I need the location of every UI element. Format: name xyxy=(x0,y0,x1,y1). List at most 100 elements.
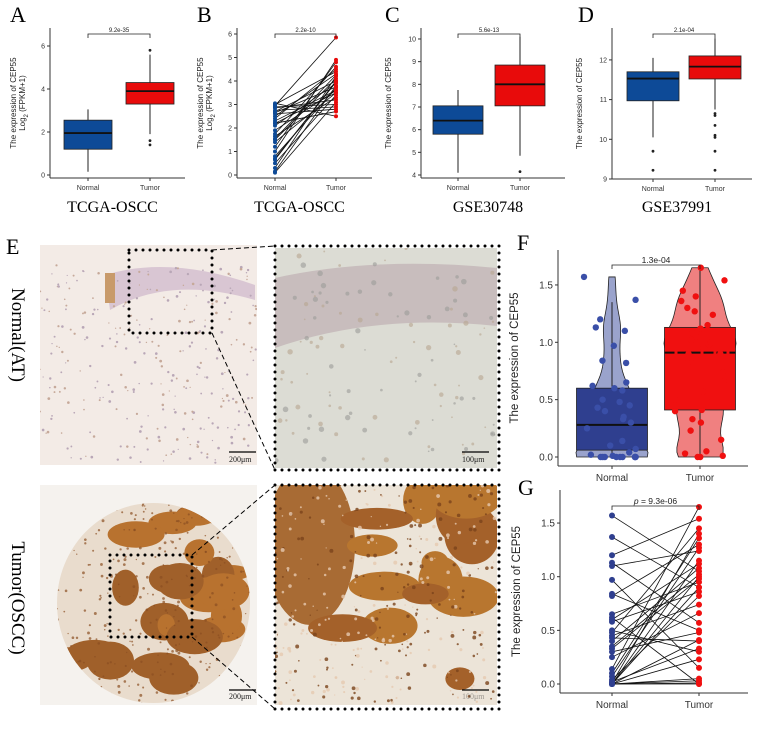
cell xyxy=(360,557,363,560)
cell xyxy=(303,301,309,307)
cell xyxy=(395,696,398,700)
cell xyxy=(99,594,102,597)
cell xyxy=(51,342,53,345)
cell xyxy=(346,632,351,637)
cell xyxy=(204,534,207,537)
cell xyxy=(228,317,231,321)
pair-line xyxy=(611,587,700,685)
cell xyxy=(357,525,362,530)
tumor-overview-image xyxy=(40,485,257,705)
cell xyxy=(83,609,87,612)
point-normal xyxy=(273,116,277,121)
point-normal xyxy=(273,121,277,126)
cell xyxy=(327,617,331,620)
cell xyxy=(281,515,284,517)
row-label-tumor: Tumor(OSCC) xyxy=(7,541,28,654)
x-tick-label-tumor: Tumor xyxy=(140,185,161,192)
jitter-point-tumor xyxy=(719,452,726,460)
cell xyxy=(151,340,154,343)
cell xyxy=(398,649,401,653)
jitter-point-tumor xyxy=(681,450,689,457)
point-normal xyxy=(609,512,615,519)
cell xyxy=(403,500,408,504)
cell xyxy=(96,380,99,383)
cell xyxy=(124,347,128,350)
pair-line xyxy=(274,104,337,108)
y-tick-label: 12 xyxy=(599,57,607,64)
cell xyxy=(152,593,154,596)
cell xyxy=(147,593,149,595)
cell xyxy=(293,573,297,577)
cell xyxy=(341,680,345,685)
cell xyxy=(165,454,168,457)
cell xyxy=(160,383,162,385)
x-tick-label-tumor: Tumor xyxy=(510,185,531,192)
cell xyxy=(214,459,216,461)
jitter-point-tumor xyxy=(684,304,691,312)
cell xyxy=(159,674,162,676)
cell xyxy=(455,349,461,355)
cell xyxy=(186,304,188,306)
cell xyxy=(309,614,311,616)
cell xyxy=(438,603,441,606)
cell xyxy=(73,549,75,552)
cell xyxy=(174,395,176,397)
cell xyxy=(463,320,469,326)
cell xyxy=(423,663,427,668)
cell xyxy=(392,602,396,606)
cell xyxy=(431,591,434,595)
epithelium-band xyxy=(105,267,255,310)
cell xyxy=(353,691,356,695)
cell xyxy=(83,399,85,401)
point-tumor xyxy=(696,525,702,532)
cell xyxy=(196,444,198,446)
cell xyxy=(211,631,215,634)
cell xyxy=(201,574,205,578)
cell xyxy=(163,670,166,673)
cell xyxy=(183,412,187,415)
cell xyxy=(311,496,315,500)
cell xyxy=(330,643,333,646)
panel-c: C 4 5 6 7 8 9 10 Normal Tumor The expression of CE… xyxy=(384,2,565,216)
point-normal xyxy=(609,562,615,569)
cell xyxy=(288,527,292,531)
cell xyxy=(300,536,305,541)
cell xyxy=(190,684,193,688)
p-value-label: 1.3e-04 xyxy=(642,255,671,265)
row-label-normal: Normal(AT) xyxy=(7,288,28,382)
cell xyxy=(124,303,126,305)
cell xyxy=(105,576,109,580)
cell xyxy=(193,566,196,569)
cell xyxy=(65,362,67,364)
x-tick-label-tumor: Tumor xyxy=(686,473,715,484)
cell xyxy=(408,499,413,503)
cell xyxy=(342,685,345,688)
cell xyxy=(373,553,377,558)
cell xyxy=(196,365,199,368)
cell xyxy=(479,333,482,336)
cell xyxy=(214,461,217,464)
cell xyxy=(166,652,169,655)
cell xyxy=(355,328,361,334)
cell xyxy=(320,282,327,289)
cell xyxy=(351,663,354,666)
cell xyxy=(174,266,178,270)
cell xyxy=(490,566,494,569)
cell xyxy=(324,618,327,621)
cell xyxy=(448,500,452,504)
cell xyxy=(230,441,234,445)
cell xyxy=(162,460,165,462)
cell xyxy=(65,282,68,284)
cell xyxy=(395,675,400,680)
pair-line xyxy=(611,637,700,642)
cell xyxy=(455,275,459,279)
cell xyxy=(89,364,92,368)
cell xyxy=(184,331,188,335)
point-normal xyxy=(609,533,615,540)
pair-line xyxy=(274,71,337,105)
jitter-point-normal xyxy=(601,407,609,415)
cell xyxy=(435,276,440,280)
point-tumor xyxy=(696,544,702,551)
cell xyxy=(378,626,382,629)
cell xyxy=(51,414,53,417)
